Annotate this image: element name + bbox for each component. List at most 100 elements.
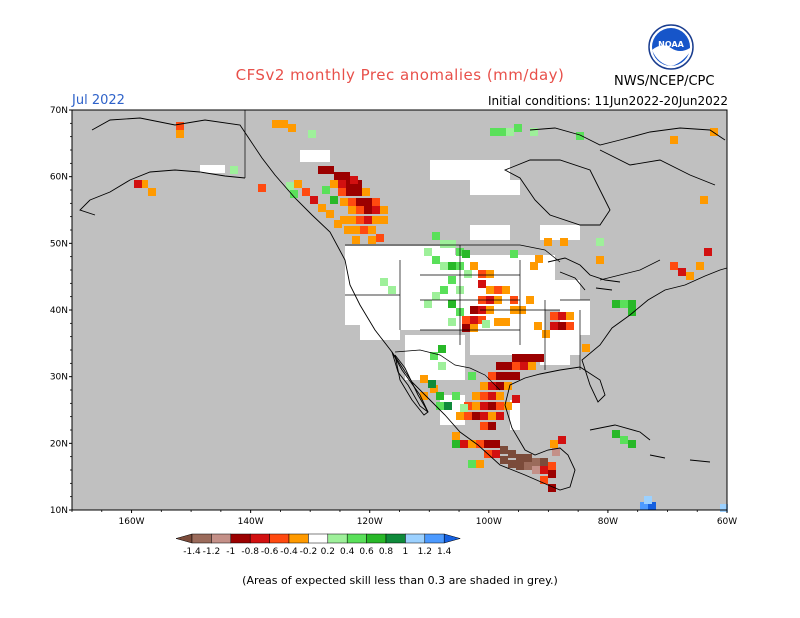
state-lines [345,245,590,370]
alaska-coast [79,169,246,216]
anomaly-cell [480,422,488,430]
anomaly-cell [496,382,504,390]
anomaly-cell [356,216,364,224]
anomaly-cell [488,372,496,380]
anomaly-cell [140,180,148,188]
initial-conditions: Initial conditions: 11Jun2022-20Jun2022 [487,94,728,108]
anomaly-cell [582,344,590,352]
anomaly-cell [476,440,484,448]
legend-label: 0.2 [321,547,335,557]
anomaly-cell [548,462,556,470]
anomaly-cell [326,166,334,174]
anomaly-cell [506,128,514,136]
anomaly-cell [596,238,604,246]
anomaly-cell [460,440,468,448]
anomaly-cell [648,502,656,510]
legend-label: 0.4 [340,547,355,557]
anomaly-cell [536,354,544,362]
us-canada-border [345,244,661,281]
white-cell [360,300,400,340]
anomaly-cell [440,240,448,248]
anomaly-cell [548,484,556,492]
anomaly-cell [542,330,550,338]
anomaly-cell [496,392,504,400]
anomaly-cell [516,462,524,470]
anomaly-cell [502,318,510,326]
anomaly-cell [448,276,456,284]
anomaly-cell [508,460,516,468]
anomaly-cell [526,296,534,304]
legend-label: 0.6 [359,547,374,557]
legend-box [230,533,251,544]
agency-label: NWS/NCEP/CPC [614,74,715,89]
anomaly-cell [510,250,518,258]
baja-peninsula [394,354,429,416]
anomaly-cell [496,402,504,410]
white-cell [300,150,330,162]
legend-label: -0.2 [300,547,318,557]
anomaly-cell [364,198,372,206]
anomaly-cell [720,504,728,512]
anomaly-cell [550,312,558,320]
anomaly-cell [470,324,478,332]
anomaly-cell [448,300,456,308]
longitude-labels: 160W 140W 120W 100W 80W 60W [119,517,738,527]
anomaly-cell [326,210,334,218]
anomaly-cell [480,402,488,410]
white-cell [470,225,510,240]
anomaly-cell [348,206,356,214]
noaa-logo: NOAA [648,24,694,70]
anomaly-cell [302,188,310,196]
anomaly-cell [342,172,350,180]
anomaly-cell [134,180,142,188]
anomaly-cell [368,226,376,234]
map-title: CFSv2 monthly Prec anomalies (mm/day) [235,66,565,84]
anomaly-cell [524,454,532,462]
anomaly-cell [294,180,302,188]
legend-box [249,533,270,544]
anomaly-cell [540,466,548,474]
anomaly-cell [420,375,428,383]
anomaly-cell [352,236,360,244]
anomaly-cell [670,136,678,144]
anomaly-cell [438,345,446,353]
white-cell [540,350,570,365]
anomaly-cell [432,292,440,300]
anomaly-cell [176,130,184,138]
axis-ticks [69,109,728,513]
gulf-of-california [391,351,429,413]
anomaly-cell [272,120,280,128]
anomaly-cell [476,460,484,468]
anomaly-cell [504,402,512,410]
anomaly-cell [512,395,520,403]
anomaly-cell [560,238,568,246]
anomaly-cell [700,196,708,204]
anomaly-cell [620,300,628,308]
anomaly-cell [478,280,486,288]
white-cell [510,400,520,430]
legend-box [269,533,290,544]
logo-text: NOAA [658,40,684,49]
anomaly-cell [456,412,464,420]
borders [244,110,661,391]
anomaly-cell [322,186,330,194]
anomaly-cell [472,402,480,410]
anomaly-cell [488,392,496,400]
footnote: (Areas of expected skill less than 0.3 a… [242,574,558,587]
anomaly-cell [388,286,396,294]
anomaly-cell [348,198,356,206]
anomaly-cell [364,216,372,224]
anomaly-cell [540,458,548,466]
anomaly-cell [436,392,444,400]
anomaly-cell [468,440,476,448]
anomaly-cell [310,196,318,204]
us-mexico-border [394,349,501,391]
anomaly-cell [330,180,338,188]
legend-box [288,533,309,544]
anomaly-cell [360,226,368,234]
anomaly-cell [496,372,504,380]
anomaly-cell [488,422,496,430]
anomaly-cells [134,120,728,512]
anomaly-cell [644,496,652,504]
anomaly-cell [532,458,540,466]
